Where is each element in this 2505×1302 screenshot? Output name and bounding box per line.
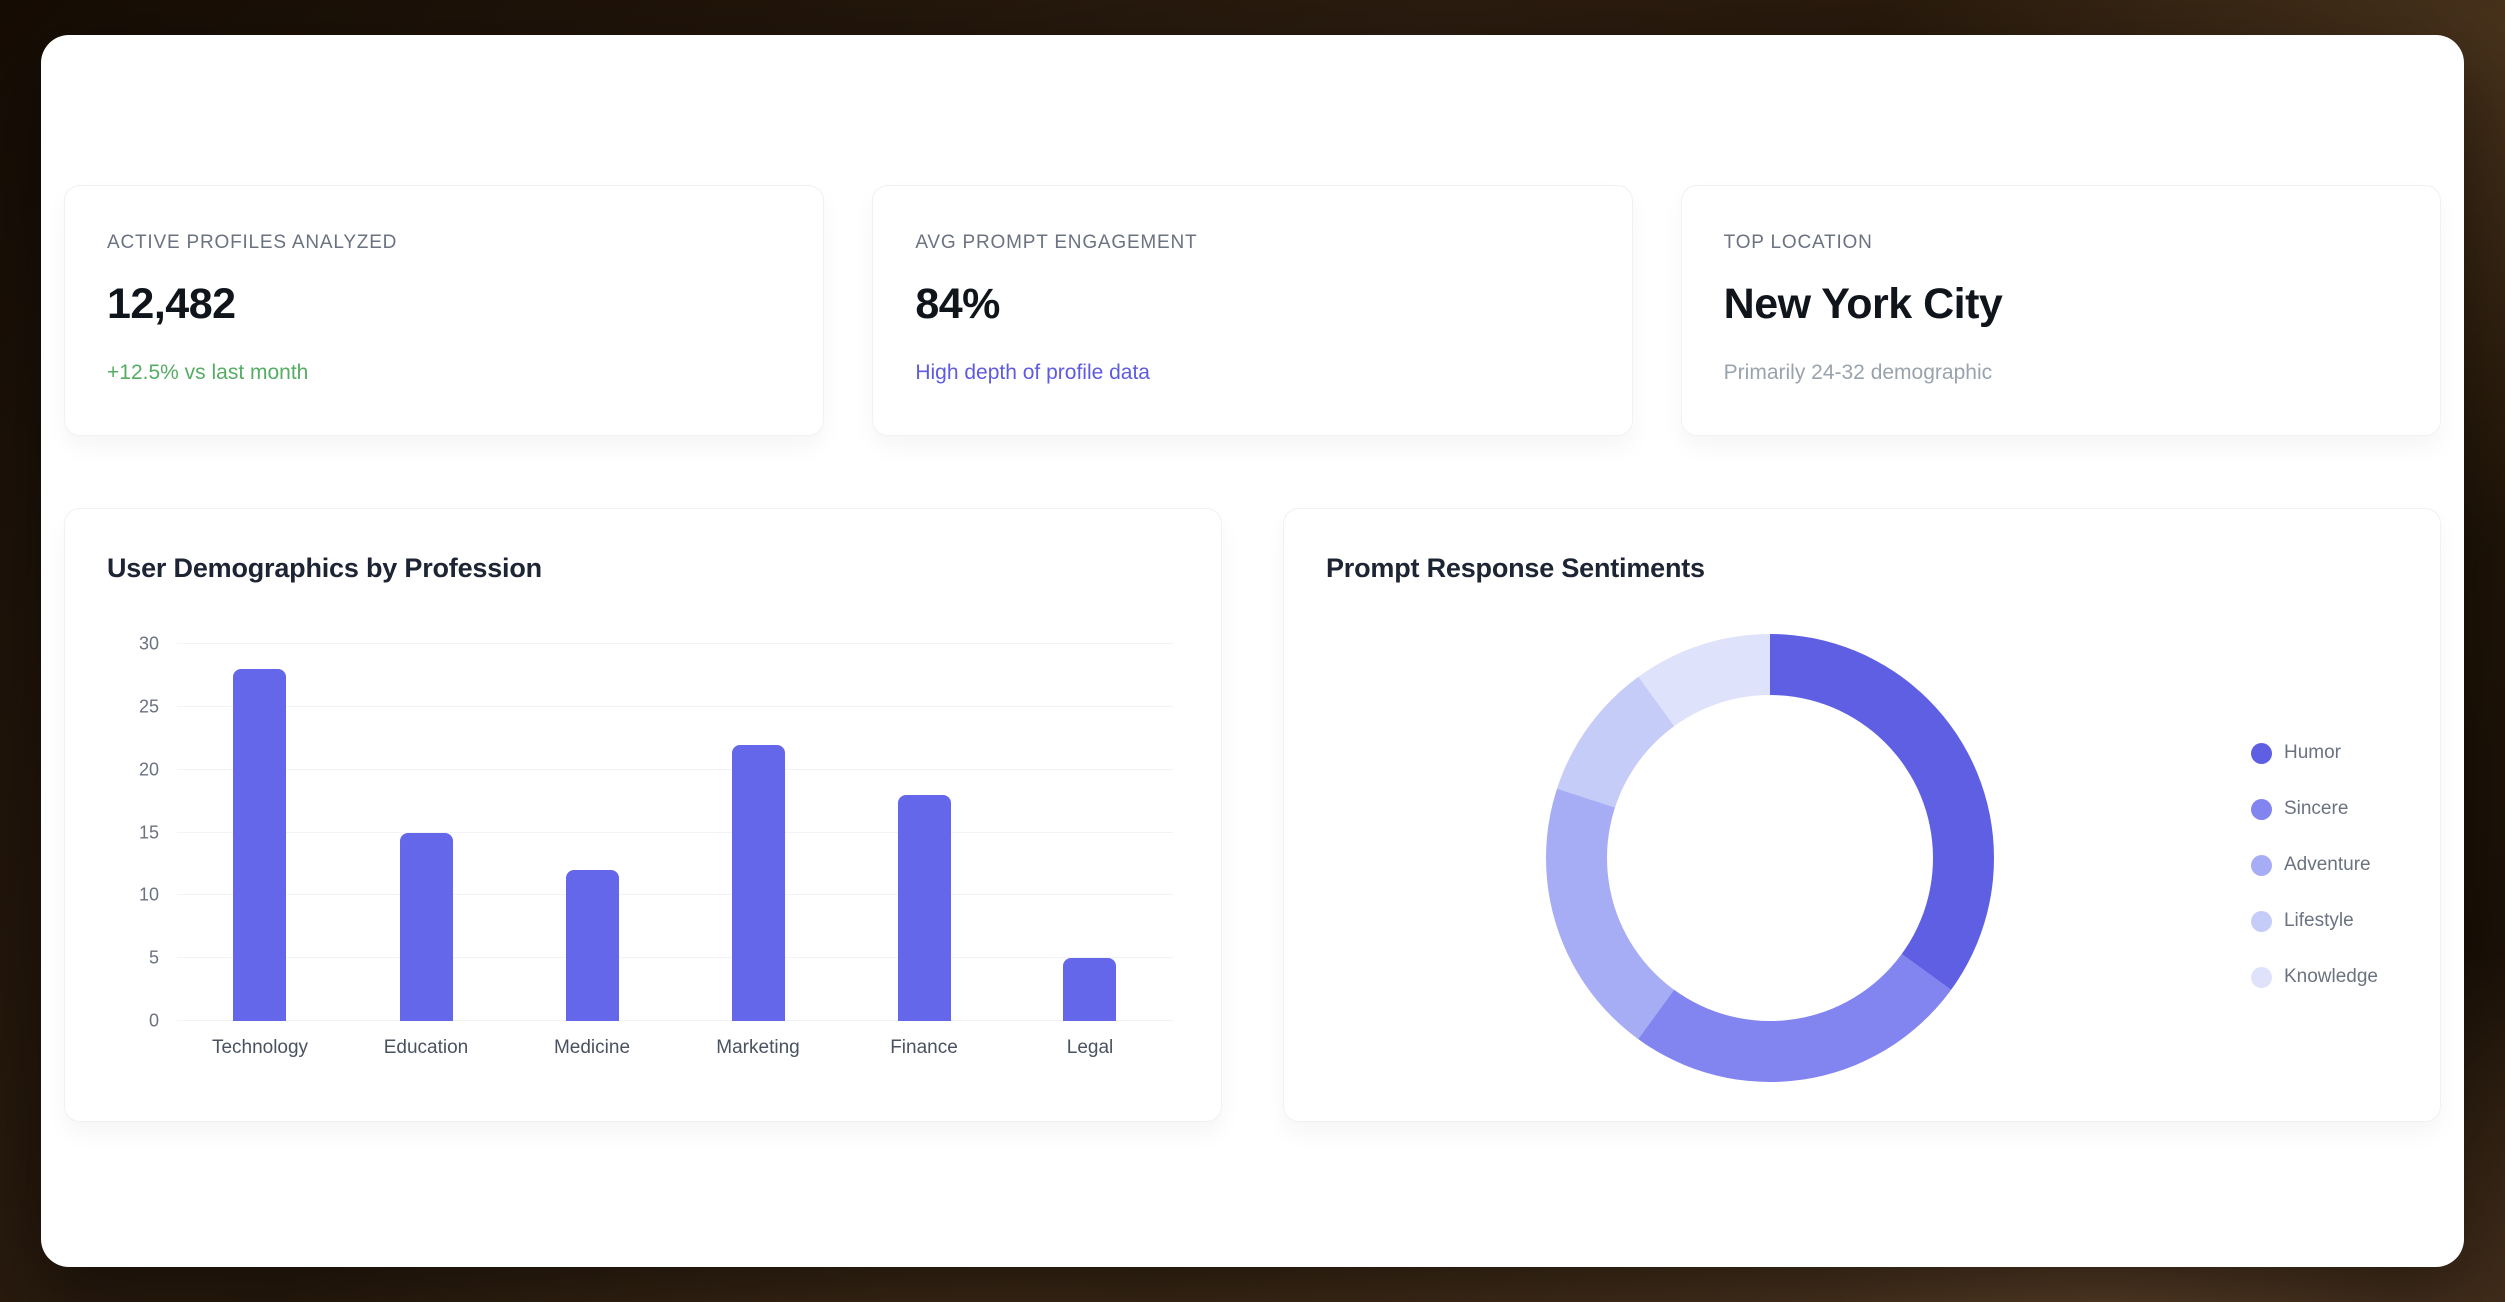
- bar-finance: [897, 794, 951, 1021]
- legend-dot: [2250, 798, 2272, 820]
- stats-row: ACTIVE PROFILES ANALYZED 12,482 +12.5% v…: [64, 185, 2441, 436]
- legend-dot: [2250, 742, 2272, 764]
- legend-item-sincere: Sincere: [2250, 791, 2378, 827]
- x-axis-label: Finance: [890, 1037, 958, 1058]
- legend-item-lifestyle: Lifestyle: [2250, 903, 2378, 939]
- dashboard-content: ACTIVE PROFILES ANALYZED 12,482 +12.5% v…: [64, 185, 2441, 1122]
- bar-technology: [233, 669, 287, 1021]
- donut-chart-title: Prompt Response Sentiments: [1326, 553, 1705, 583]
- donut-chart-hole: [1607, 695, 1933, 1021]
- stat-subtext: High depth of profile data: [915, 361, 1150, 384]
- legend-item-adventure: Adventure: [2250, 847, 2378, 883]
- gridline: [177, 768, 1173, 770]
- gridline: [177, 894, 1173, 896]
- y-axis-tick: 15: [138, 822, 159, 842]
- stat-label: AVG PROMPT ENGAGEMENT: [915, 232, 1198, 253]
- x-axis-label: Education: [383, 1037, 469, 1058]
- legend-item-knowledge: Knowledge: [2250, 959, 2378, 995]
- gridline: [177, 831, 1173, 833]
- stat-value: 12,482: [107, 280, 236, 328]
- x-axis-label: Marketing: [716, 1037, 800, 1058]
- stat-card-active-profiles: ACTIVE PROFILES ANALYZED 12,482 +12.5% v…: [64, 185, 825, 436]
- legend-dot: [2250, 910, 2272, 932]
- dashboard-panel: ACTIVE PROFILES ANALYZED 12,482 +12.5% v…: [41, 35, 2464, 1267]
- y-axis-tick: 0: [148, 1010, 159, 1031]
- y-axis-tick: 30: [138, 633, 159, 654]
- bar-chart-x-axis: Technology Education Medicine Marketing Fina…: [177, 1037, 1173, 1059]
- legend-label: Adventure: [2283, 854, 2371, 875]
- legend-dot: [2250, 854, 2272, 876]
- legend-label: Knowledge: [2283, 966, 2378, 987]
- bar-education: [399, 832, 453, 1021]
- gridline: [177, 1020, 1173, 1021]
- legend-dot: [2250, 966, 2272, 988]
- x-axis-label: Medicine: [553, 1037, 631, 1058]
- bar-chart: 0 5 10 15 20 25 30 Technology Education Medicine…: [107, 634, 1179, 1059]
- bar-medicine: [565, 870, 619, 1021]
- stat-card-engagement: AVG PROMPT ENGAGEMENT 84% High depth of …: [872, 185, 1633, 436]
- legend-label: Lifestyle: [2283, 910, 2354, 931]
- legend-label: Sincere: [2283, 798, 2349, 819]
- charts-row: User Demographics by Profession 0 5 10 15 20…: [64, 508, 2441, 1122]
- x-axis-label: Legal: [1066, 1037, 1114, 1058]
- donut-chart-card: Prompt Response Sentiments Humor Sincere A…: [1283, 508, 2441, 1122]
- stat-card-top-location: TOP LOCATION New York City Primarily 24-…: [1680, 185, 2441, 436]
- donut-chart-legend: Humor Sincere Adventure Lifestyle Knowledge: [2250, 735, 2378, 1015]
- bar-marketing: [731, 744, 785, 1021]
- y-axis-tick: 25: [138, 696, 159, 717]
- x-axis-label: Technology: [211, 1037, 309, 1058]
- y-axis-tick: 10: [138, 884, 159, 905]
- stat-value: New York City: [1723, 280, 2003, 328]
- bar-legal: [1063, 958, 1117, 1021]
- stat-subtext: +12.5% vs last month: [107, 361, 309, 384]
- gridline: [177, 957, 1173, 959]
- donut-chart: [1546, 634, 1994, 1082]
- stat-label: TOP LOCATION: [1723, 232, 1873, 253]
- y-axis-tick: 5: [148, 947, 159, 968]
- gridline: [177, 643, 1173, 644]
- y-axis-tick: 20: [138, 759, 159, 780]
- bar-chart-card: User Demographics by Profession 0 5 10 15 20…: [64, 508, 1222, 1122]
- gridline: [177, 705, 1173, 707]
- stat-value: 84%: [915, 280, 1000, 328]
- legend-item-humor: Humor: [2250, 735, 2378, 771]
- bar-chart-plot-area: 0 5 10 15 20 25 30: [139, 634, 1173, 1031]
- stat-label: ACTIVE PROFILES ANALYZED: [107, 232, 398, 253]
- stat-subtext: Primarily 24-32 demographic: [1723, 361, 1993, 384]
- bar-chart-title: User Demographics by Profession: [107, 553, 542, 583]
- legend-label: Humor: [2283, 742, 2341, 763]
